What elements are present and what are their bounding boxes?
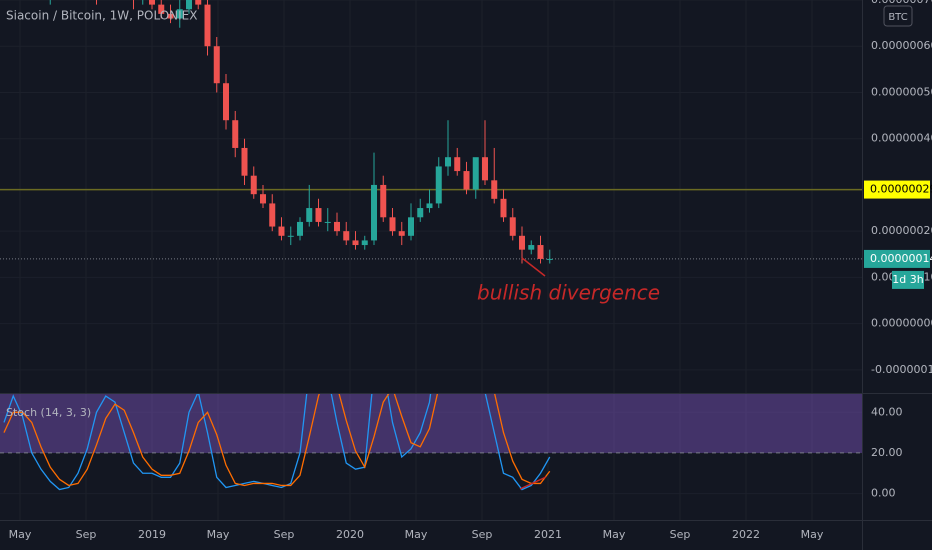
candle-body (500, 198, 507, 218)
x-tick-label: May (801, 528, 824, 541)
y-tick-label: 0.00 (871, 487, 896, 500)
candle-body (186, 0, 192, 10)
x-tick-label: May (603, 528, 626, 541)
price-tag-label: 0.00000029 (870, 183, 932, 196)
candle-body (435, 166, 442, 204)
y-tick-label: 0.00000020 (871, 224, 932, 237)
candle-body (398, 231, 405, 236)
currency-box[interactable] (883, 5, 913, 27)
candle-body (195, 0, 202, 5)
x-tick-label: 2019 (138, 528, 166, 541)
x-tick-label: Sep (472, 528, 493, 541)
candle-body (408, 217, 414, 236)
x-tick-label: 2022 (732, 528, 760, 541)
chart-title: Siacoin / Bitcoin, 1W, POLONIEX (6, 9, 197, 23)
candle-body (204, 4, 211, 47)
candle-body (463, 171, 470, 190)
candle-body (352, 240, 359, 246)
candle-body (417, 208, 424, 218)
y-tick-label: 0.00000050 (871, 85, 932, 98)
countdown-label: 1d 3h (892, 273, 923, 286)
x-tick-label: Sep (670, 528, 691, 541)
candle-body (287, 235, 294, 237)
candle-body (454, 157, 461, 172)
y-tick-label: -0.00000010 (871, 363, 932, 376)
candle-body (343, 231, 350, 241)
y-tick-label: 0.00000040 (871, 132, 932, 145)
last-price-tag (864, 249, 930, 268)
candle-body (232, 120, 239, 148)
candle-body (158, 4, 165, 14)
candle-body (250, 175, 257, 195)
currency[interactable]: BTC (888, 12, 907, 23)
candle-body (176, 9, 183, 19)
candle-body (389, 217, 396, 232)
candle-body (546, 258, 553, 260)
candle-body (371, 184, 377, 241)
price-tag (864, 180, 930, 199)
candle-body (306, 208, 313, 222)
x-tick-label: Sep (76, 528, 97, 541)
candle-body (426, 203, 433, 209)
candle-body (223, 83, 229, 121)
candle-body (213, 46, 220, 84)
candle-body (528, 245, 535, 250)
x-tick-label: 2021 (534, 528, 562, 541)
x-tick-label: May (207, 528, 230, 541)
candle-body (482, 157, 488, 181)
candle-body (315, 208, 322, 222)
candle-body (269, 203, 276, 227)
candle-body (260, 194, 266, 204)
x-tick-label: May (9, 528, 32, 541)
candle-body (167, 13, 174, 19)
candle-body (537, 245, 544, 259)
candle-body (491, 180, 498, 199)
divergence-line (519, 476, 547, 490)
y-tick-label: 0.00000070 (871, 0, 932, 6)
x-tick-label: Sep (274, 528, 295, 541)
countdown-tag (892, 270, 924, 289)
series-line (3, 394, 551, 487)
candle-body (361, 240, 368, 246)
x-tick-label: May (405, 528, 428, 541)
candle-body (509, 217, 516, 236)
divergence-line (521, 257, 546, 277)
candle-body (241, 147, 248, 176)
indicator-title: Stoch (14, 3, 3) (6, 406, 91, 419)
candle-body (334, 221, 340, 232)
candle-body (472, 157, 479, 190)
candle-body (278, 226, 285, 236)
y-tick-label: 40.00 (871, 405, 903, 418)
candle-body (380, 184, 387, 218)
y-tick-label: 20.00 (871, 446, 903, 459)
last-price-label: 0.00000014 (870, 252, 932, 265)
x-tick-label: 2020 (336, 528, 364, 541)
y-tick-label: 0.00000000 (871, 317, 932, 330)
candle-body (519, 235, 525, 250)
series-line (3, 394, 551, 491)
annotation: bullish divergence (477, 281, 660, 305)
candle-body (445, 157, 451, 167)
candle-body (324, 221, 331, 223)
y-tick-label: 0.00000060 (871, 39, 932, 52)
candle-body (297, 221, 303, 236)
candle-body (149, 0, 155, 5)
